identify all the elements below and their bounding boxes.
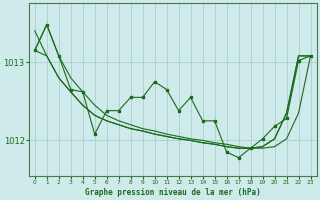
X-axis label: Graphe pression niveau de la mer (hPa): Graphe pression niveau de la mer (hPa): [85, 188, 260, 197]
